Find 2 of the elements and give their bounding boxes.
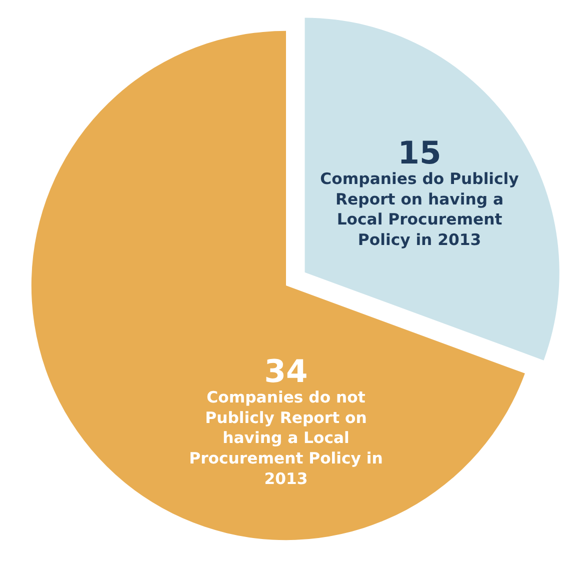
data-label: 15 — [398, 136, 442, 172]
slice-label: Companies do Publicly Report on having a Local Procurement Policy in 2013 — [320, 169, 519, 249]
